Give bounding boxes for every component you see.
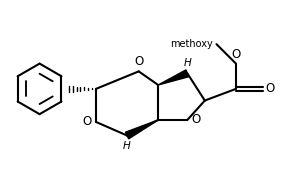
- Text: O: O: [191, 113, 200, 126]
- Text: O: O: [231, 48, 241, 61]
- Polygon shape: [158, 70, 189, 85]
- Text: methoxy: methoxy: [170, 39, 213, 49]
- Text: H: H: [123, 141, 131, 151]
- Text: H: H: [183, 58, 191, 68]
- Text: O: O: [265, 82, 274, 95]
- Text: O: O: [83, 115, 92, 128]
- Polygon shape: [125, 120, 158, 139]
- Text: O: O: [134, 55, 143, 68]
